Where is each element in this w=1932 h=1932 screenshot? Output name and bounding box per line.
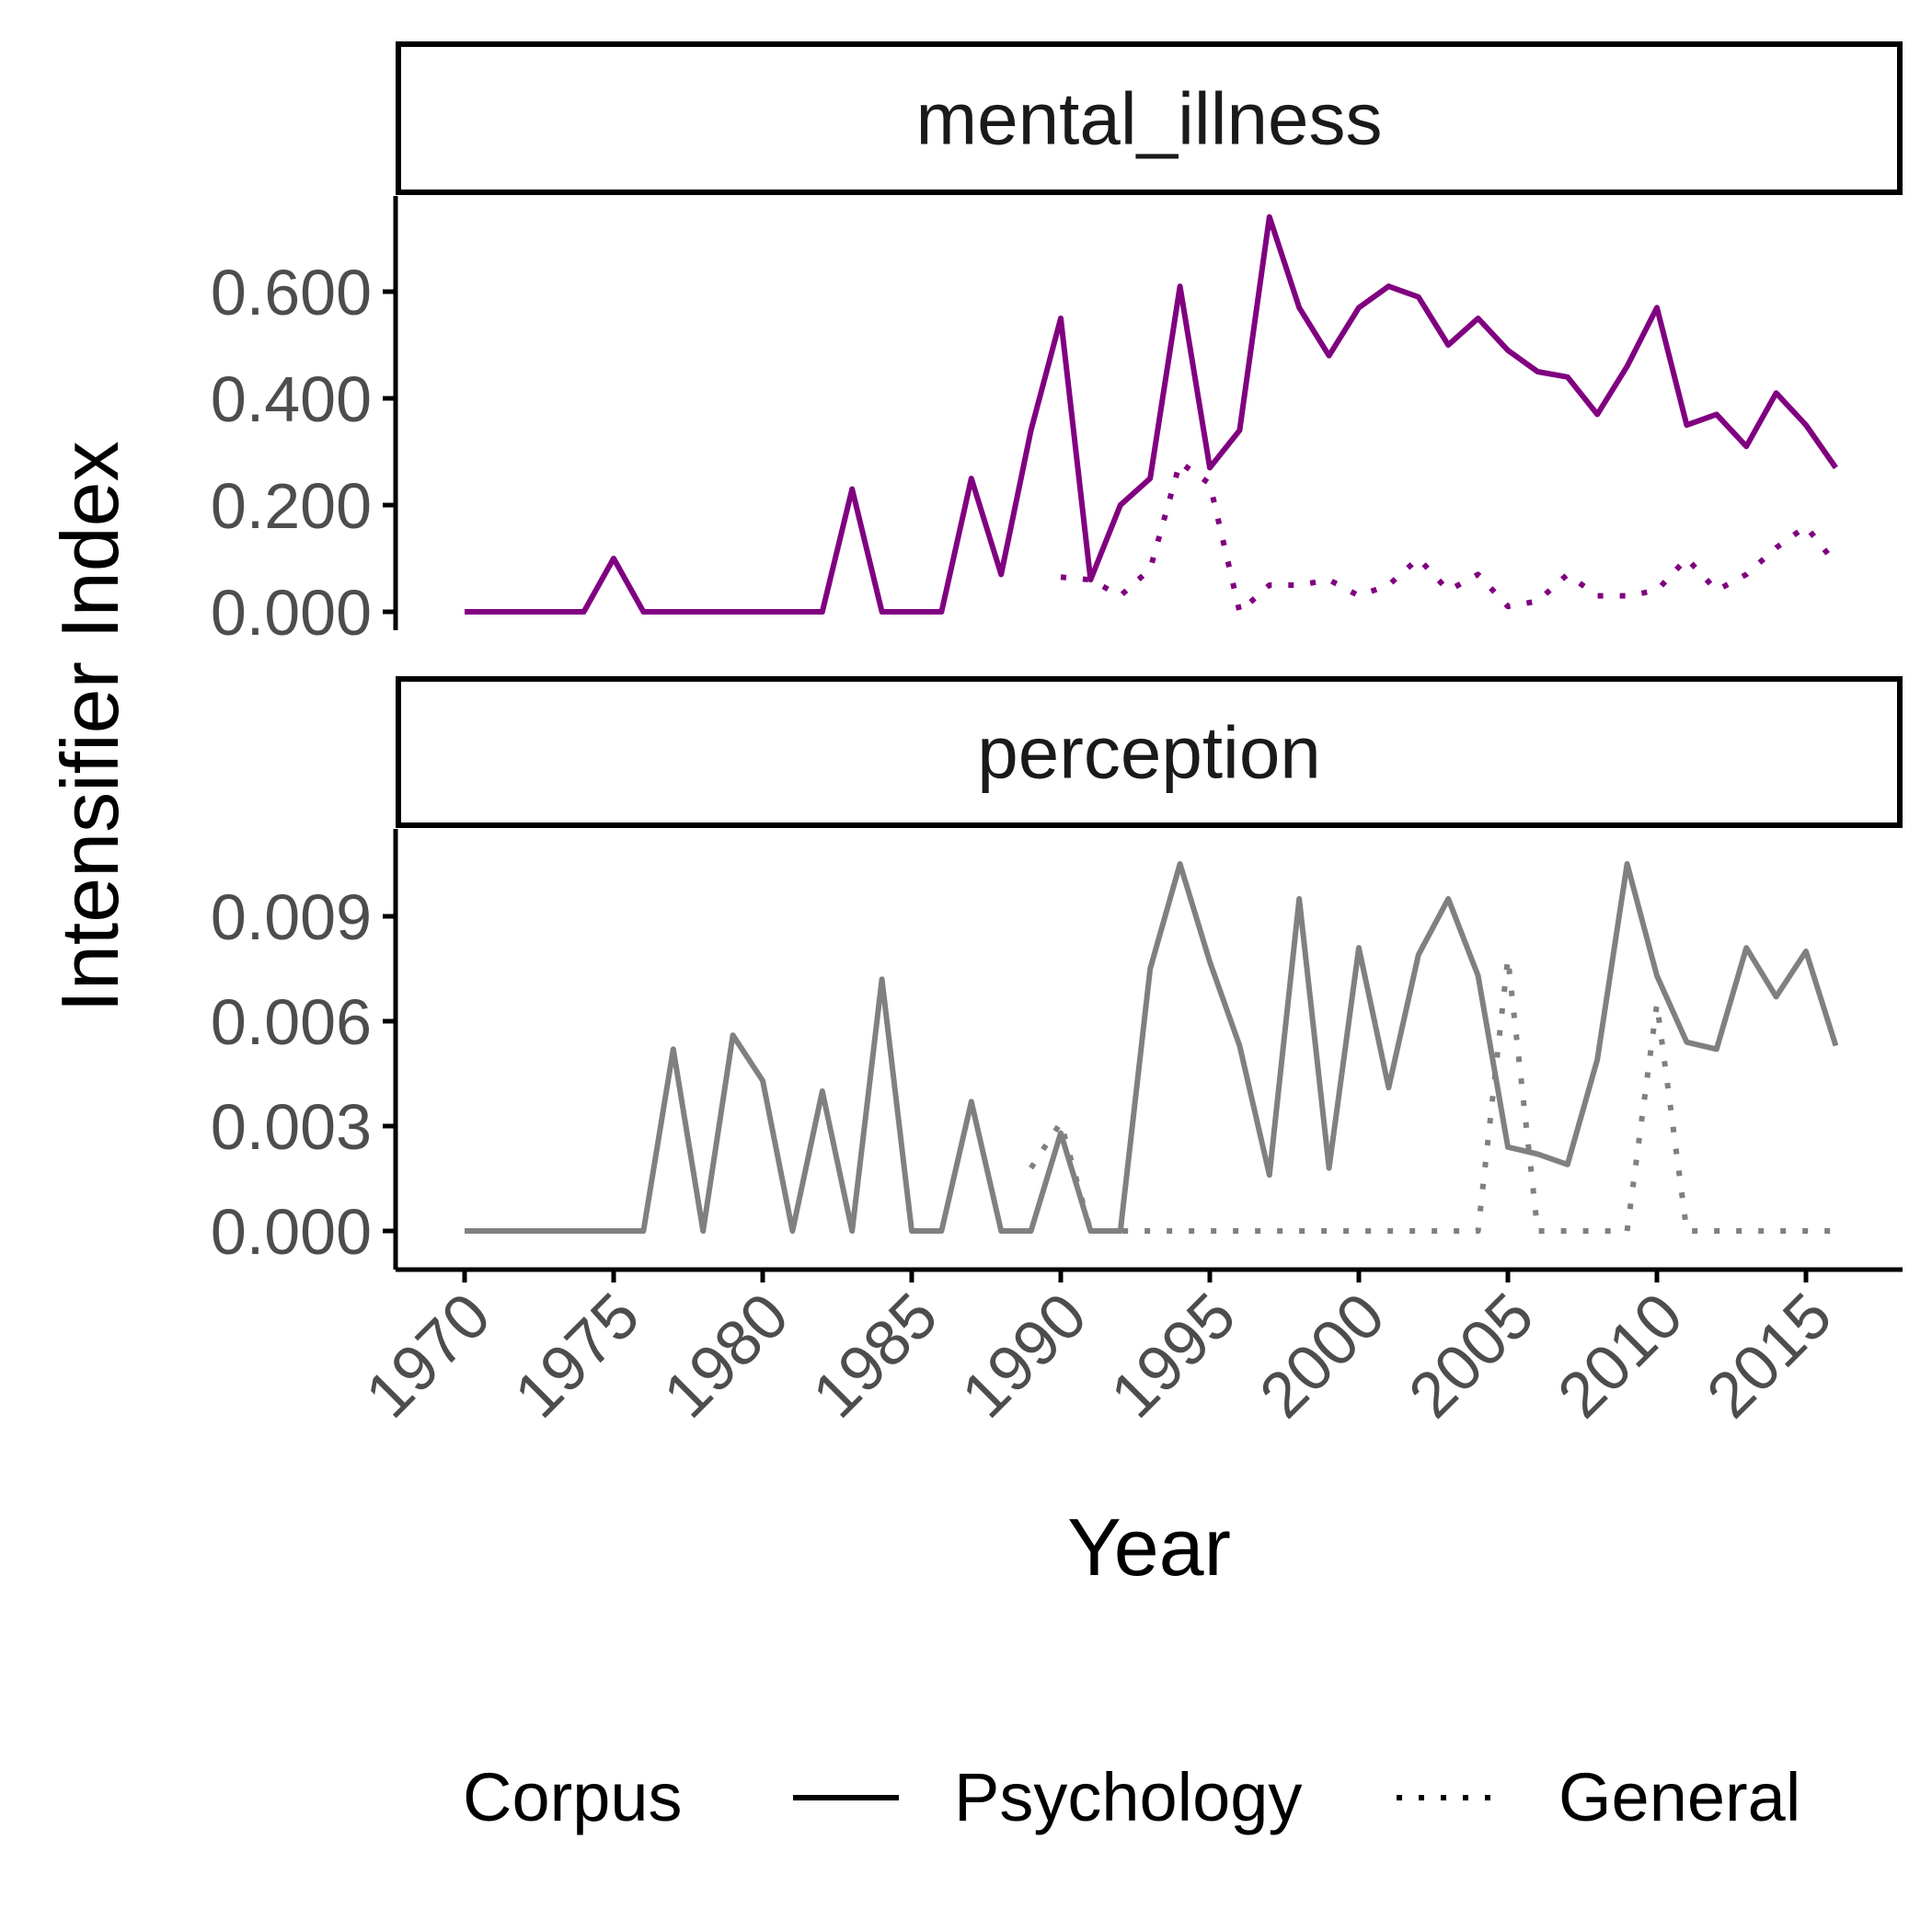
series-line-general [1060, 459, 1838, 615]
panel-title: perception [977, 712, 1321, 794]
y-tick-label: 0.600 [211, 257, 372, 328]
x-tick-label: 1985 [799, 1279, 950, 1431]
x-tick-label: 1980 [650, 1279, 801, 1431]
x-tick-label: 1995 [1097, 1279, 1248, 1431]
x-tick-label: 1990 [948, 1279, 1099, 1431]
x-axis-title: Year [1067, 1501, 1231, 1593]
y-tick-label: 0.006 [211, 986, 372, 1058]
x-tick-label: 1970 [351, 1279, 503, 1431]
series-line-psychology [465, 213, 1838, 615]
panel-strip-1 [396, 41, 1903, 195]
x-tick-label: 2005 [1395, 1279, 1547, 1431]
y-tick-label: 0.003 [211, 1091, 372, 1163]
x-tick-label: 2010 [1544, 1279, 1696, 1431]
y-tick-label: 0.009 [211, 881, 372, 953]
y-tick-label: 0.000 [211, 577, 372, 649]
x-tick-label: 2000 [1246, 1279, 1397, 1431]
y-tick-label: 0.000 [211, 1196, 372, 1268]
series-line-psychology [465, 861, 1839, 1234]
panel-title: mental_illness [916, 78, 1383, 160]
y-axis-title: Intensifier Index [44, 441, 135, 1012]
x-tick-label: 1975 [500, 1279, 652, 1431]
panel-strip-2 [396, 676, 1903, 828]
y-tick-label: 0.200 [211, 470, 372, 542]
x-tick-label: 2015 [1693, 1279, 1845, 1431]
y-tick-label: 0.400 [211, 363, 372, 435]
legend-label-general: General [1558, 1759, 1800, 1835]
legend-label-psychology: Psychology [954, 1759, 1302, 1835]
legend-title: Corpus [463, 1759, 683, 1835]
series-line-general [1029, 955, 1836, 1234]
